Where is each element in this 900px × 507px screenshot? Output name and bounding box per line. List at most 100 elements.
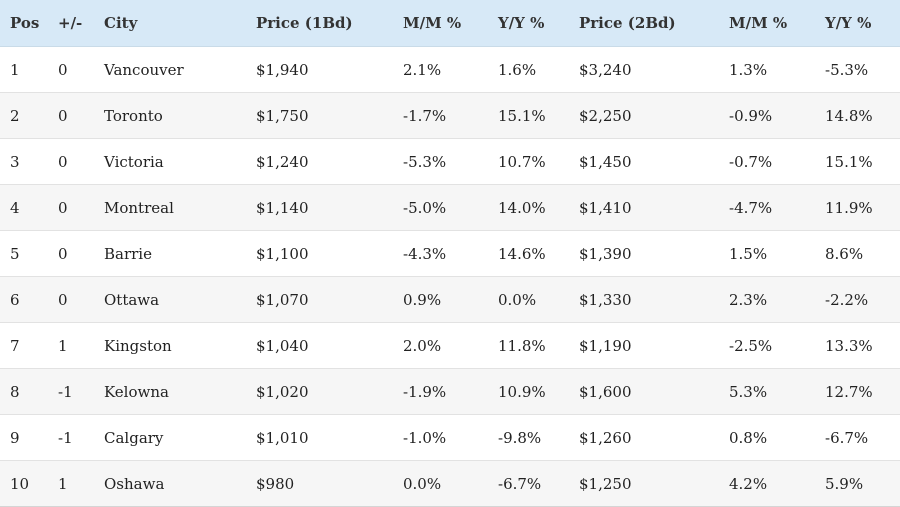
cell-mm-2bd: -2.5% xyxy=(719,322,815,369)
cell-change: 0 xyxy=(50,92,94,139)
cell-pos: 3 xyxy=(0,138,50,185)
cell-mm-2bd: 4.2% xyxy=(719,460,815,507)
cell-mm-1bd: -1.9% xyxy=(393,368,488,415)
cell-yy-2bd: -6.7% xyxy=(815,414,900,461)
cell-yy-1bd: 10.7% xyxy=(488,138,569,185)
cell-mm-2bd: 0.8% xyxy=(719,414,815,461)
cell-city: Kingston xyxy=(94,322,246,369)
cell-mm-2bd: 5.3% xyxy=(719,368,815,415)
cell-city: Barrie xyxy=(94,230,246,277)
cell-mm-1bd: 2.0% xyxy=(393,322,488,369)
cell-change: 0 xyxy=(50,184,94,231)
cell-change: -1 xyxy=(50,368,94,415)
cell-price-2bd: $1,330 xyxy=(569,276,719,323)
header-yy-1bd: Y/Y % xyxy=(488,0,569,47)
cell-yy-2bd: 13.3% xyxy=(815,322,900,369)
cell-price-2bd: $1,390 xyxy=(569,230,719,277)
cell-change: 1 xyxy=(50,322,94,369)
table-row: 1 0 Vancouver $1,940 2.1% 1.6% $3,240 1.… xyxy=(0,46,900,93)
cell-yy-1bd: 0.0% xyxy=(488,276,569,323)
cell-mm-1bd: -1.0% xyxy=(393,414,488,461)
cell-pos: 1 xyxy=(0,46,50,93)
cell-yy-1bd: 10.9% xyxy=(488,368,569,415)
cell-city: Calgary xyxy=(94,414,246,461)
cell-city: Vancouver xyxy=(94,46,246,93)
table-row: 8 -1 Kelowna $1,020 -1.9% 10.9% $1,600 5… xyxy=(0,368,900,415)
cell-mm-1bd: 0.0% xyxy=(393,460,488,507)
table-row: 5 0 Barrie $1,100 -4.3% 14.6% $1,390 1.5… xyxy=(0,230,900,277)
cell-city: Toronto xyxy=(94,92,246,139)
cell-price-2bd: $1,190 xyxy=(569,322,719,369)
cell-pos: 9 xyxy=(0,414,50,461)
cell-price-1bd: $1,240 xyxy=(246,138,393,185)
cell-mm-2bd: 1.5% xyxy=(719,230,815,277)
cell-change: 1 xyxy=(50,460,94,507)
cell-price-1bd: $1,020 xyxy=(246,368,393,415)
cell-yy-1bd: 15.1% xyxy=(488,92,569,139)
table-row: 2 0 Toronto $1,750 -1.7% 15.1% $2,250 -0… xyxy=(0,92,900,139)
cell-price-1bd: $1,100 xyxy=(246,230,393,277)
cell-yy-1bd: 11.8% xyxy=(488,322,569,369)
header-mm-1bd: M/M % xyxy=(393,0,488,47)
cell-yy-2bd: 15.1% xyxy=(815,138,900,185)
cell-city: Kelowna xyxy=(94,368,246,415)
header-price-1bd: Price (1Bd) xyxy=(246,0,393,47)
cell-yy-2bd: -5.3% xyxy=(815,46,900,93)
cell-price-2bd: $1,250 xyxy=(569,460,719,507)
table-row: 10 1 Oshawa $980 0.0% -6.7% $1,250 4.2% … xyxy=(0,460,900,507)
cell-change: 0 xyxy=(50,46,94,93)
cell-pos: 5 xyxy=(0,230,50,277)
cell-price-2bd: $1,600 xyxy=(569,368,719,415)
table-row: 4 0 Montreal $1,140 -5.0% 14.0% $1,410 -… xyxy=(0,184,900,231)
header-row: Pos +/- City Price (1Bd) M/M % Y/Y % Pri… xyxy=(0,0,900,47)
cell-yy-1bd: -6.7% xyxy=(488,460,569,507)
cell-city: Oshawa xyxy=(94,460,246,507)
cell-price-2bd: $3,240 xyxy=(569,46,719,93)
cell-yy-2bd: 8.6% xyxy=(815,230,900,277)
table-row: 7 1 Kingston $1,040 2.0% 11.8% $1,190 -2… xyxy=(0,322,900,369)
table-header: Pos +/- City Price (1Bd) M/M % Y/Y % Pri… xyxy=(0,0,900,47)
cell-mm-2bd: -0.9% xyxy=(719,92,815,139)
cell-yy-2bd: 5.9% xyxy=(815,460,900,507)
cell-price-1bd: $1,010 xyxy=(246,414,393,461)
cell-yy-1bd: 14.6% xyxy=(488,230,569,277)
cell-city: Victoria xyxy=(94,138,246,185)
cell-change: 0 xyxy=(50,230,94,277)
cell-mm-2bd: -0.7% xyxy=(719,138,815,185)
cell-mm-1bd: -1.7% xyxy=(393,92,488,139)
cell-city: Ottawa xyxy=(94,276,246,323)
cell-yy-2bd: 14.8% xyxy=(815,92,900,139)
cell-pos: 2 xyxy=(0,92,50,139)
header-pos: Pos xyxy=(0,0,50,47)
cell-mm-1bd: -5.3% xyxy=(393,138,488,185)
cell-yy-2bd: 11.9% xyxy=(815,184,900,231)
cell-price-1bd: $980 xyxy=(246,460,393,507)
cell-mm-2bd: 2.3% xyxy=(719,276,815,323)
cell-price-2bd: $1,260 xyxy=(569,414,719,461)
cell-change: 0 xyxy=(50,138,94,185)
cell-city: Montreal xyxy=(94,184,246,231)
table-row: 6 0 Ottawa $1,070 0.9% 0.0% $1,330 2.3% … xyxy=(0,276,900,323)
cell-pos: 6 xyxy=(0,276,50,323)
cell-change: -1 xyxy=(50,414,94,461)
table-row: 9 -1 Calgary $1,010 -1.0% -9.8% $1,260 0… xyxy=(0,414,900,461)
cell-pos: 10 xyxy=(0,460,50,507)
cell-yy-2bd: 12.7% xyxy=(815,368,900,415)
table-body: 1 0 Vancouver $1,940 2.1% 1.6% $3,240 1.… xyxy=(0,46,900,507)
header-city: City xyxy=(94,0,246,47)
cell-price-1bd: $1,940 xyxy=(246,46,393,93)
cell-price-2bd: $1,410 xyxy=(569,184,719,231)
cell-mm-1bd: -4.3% xyxy=(393,230,488,277)
cell-price-1bd: $1,140 xyxy=(246,184,393,231)
header-price-2bd: Price (2Bd) xyxy=(569,0,719,47)
cell-yy-1bd: -9.8% xyxy=(488,414,569,461)
cell-pos: 7 xyxy=(0,322,50,369)
cell-mm-2bd: -4.7% xyxy=(719,184,815,231)
cell-price-2bd: $1,450 xyxy=(569,138,719,185)
table-row: 3 0 Victoria $1,240 -5.3% 10.7% $1,450 -… xyxy=(0,138,900,185)
cell-pos: 4 xyxy=(0,184,50,231)
cell-mm-1bd: -5.0% xyxy=(393,184,488,231)
cell-yy-1bd: 1.6% xyxy=(488,46,569,93)
header-yy-2bd: Y/Y % xyxy=(815,0,900,47)
